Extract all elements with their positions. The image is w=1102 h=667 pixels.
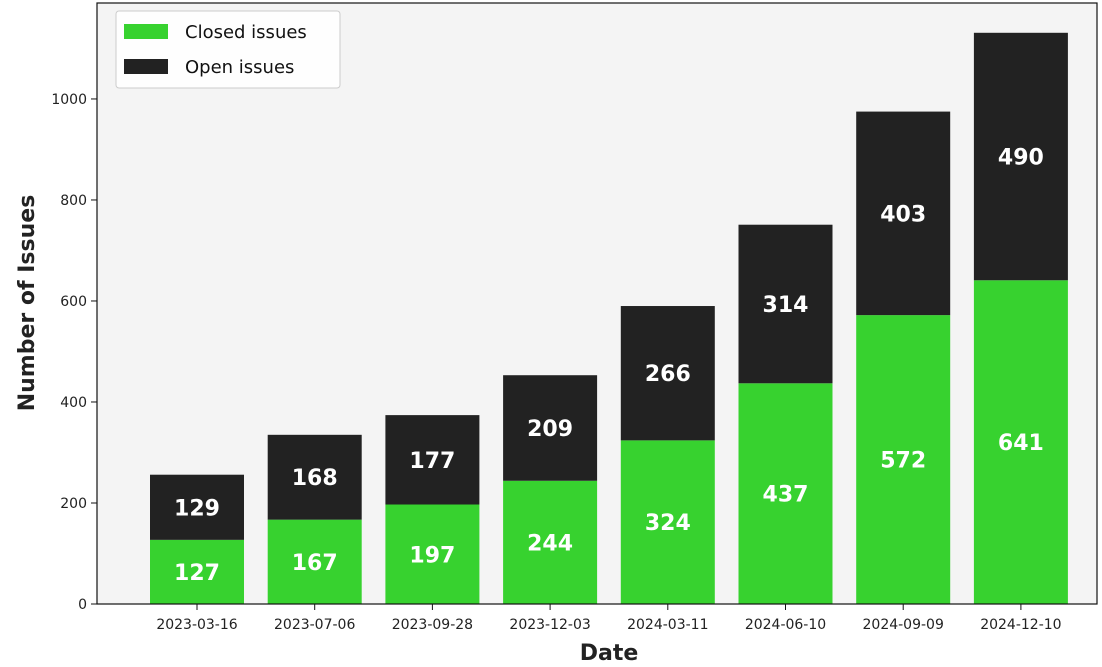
bar-label-closed-4: 244 (527, 531, 573, 556)
bar-closed-8 (973, 280, 1068, 604)
bar-label-open-7: 403 (880, 202, 926, 227)
legend-label-closed: Closed issues (185, 22, 307, 43)
y-tick-label: 200 (60, 496, 87, 512)
legend-swatch-open (124, 59, 168, 74)
x-tick-label: 2023-07-06 (274, 617, 355, 633)
bar-label-open-1: 129 (174, 496, 220, 521)
y-tick-label: 1000 (51, 92, 87, 108)
x-tick-label: 2024-12-10 (980, 617, 1061, 633)
bar-open-1 (150, 474, 244, 540)
x-tick-label: 2024-03-11 (627, 617, 708, 633)
bar-closed-7 (856, 315, 951, 604)
bar-open-4 (503, 375, 598, 481)
bar-label-closed-5: 324 (645, 511, 691, 536)
bar-label-open-8: 490 (998, 146, 1044, 171)
y-tick-label: 800 (60, 193, 87, 209)
bar-closed-4 (503, 480, 598, 604)
bars-layer: 127 129 167 168 197 177 244 209 324 266 437 314 572 4… (150, 32, 1068, 604)
bar-label-open-6: 314 (763, 293, 809, 318)
plot-frame (96, 2, 1098, 605)
bar-label-closed-2: 167 (292, 551, 338, 576)
y-tick-label: 400 (60, 395, 87, 411)
bar-open-2 (267, 434, 362, 520)
bar-label-open-2: 168 (292, 466, 338, 491)
bar-open-7 (856, 111, 951, 316)
bar-label-closed-8: 641 (998, 431, 1044, 456)
bar-label-closed-1: 127 (174, 561, 220, 586)
x-tick-label: 2024-06-10 (745, 617, 826, 633)
bar-label-open-5: 266 (645, 362, 691, 387)
y-tick-label: 600 (60, 294, 87, 310)
y-tick-label: 0 (78, 597, 87, 613)
bar-label-closed-6: 437 (763, 483, 809, 508)
legend: Closed issues Open issues (115, 10, 341, 89)
x-tick-label: 2023-09-28 (392, 617, 473, 633)
bar-closed-1 (150, 539, 244, 604)
x-axis-title: Date (580, 641, 639, 663)
bar-closed-2 (267, 519, 362, 604)
bar-open-6 (738, 224, 833, 384)
bar-open-5 (620, 306, 715, 441)
bar-label-closed-7: 572 (880, 449, 926, 474)
bar-open-8 (973, 32, 1068, 281)
bar-open-3 (385, 415, 480, 505)
bar-label-open-4: 209 (527, 417, 573, 442)
y-axis-title: Number of Issues (15, 195, 40, 412)
bar-closed-6 (738, 383, 833, 604)
legend-box (115, 10, 341, 89)
bar-closed-3 (385, 504, 480, 604)
bar-label-open-3: 177 (409, 449, 455, 474)
legend-label-open: Open issues (185, 57, 294, 78)
bar-closed-5 (620, 440, 715, 604)
ticks-layer: 0 200 400 600 800 1000 2023-03-16 2023-07-06 202… (51, 92, 1061, 633)
x-tick-label: 2023-12-03 (509, 617, 590, 633)
x-tick-label: 2023-03-16 (156, 617, 237, 633)
legend-swatch-closed (124, 24, 168, 39)
bar-label-closed-3: 197 (409, 543, 455, 568)
x-tick-label: 2024-09-09 (863, 617, 944, 633)
